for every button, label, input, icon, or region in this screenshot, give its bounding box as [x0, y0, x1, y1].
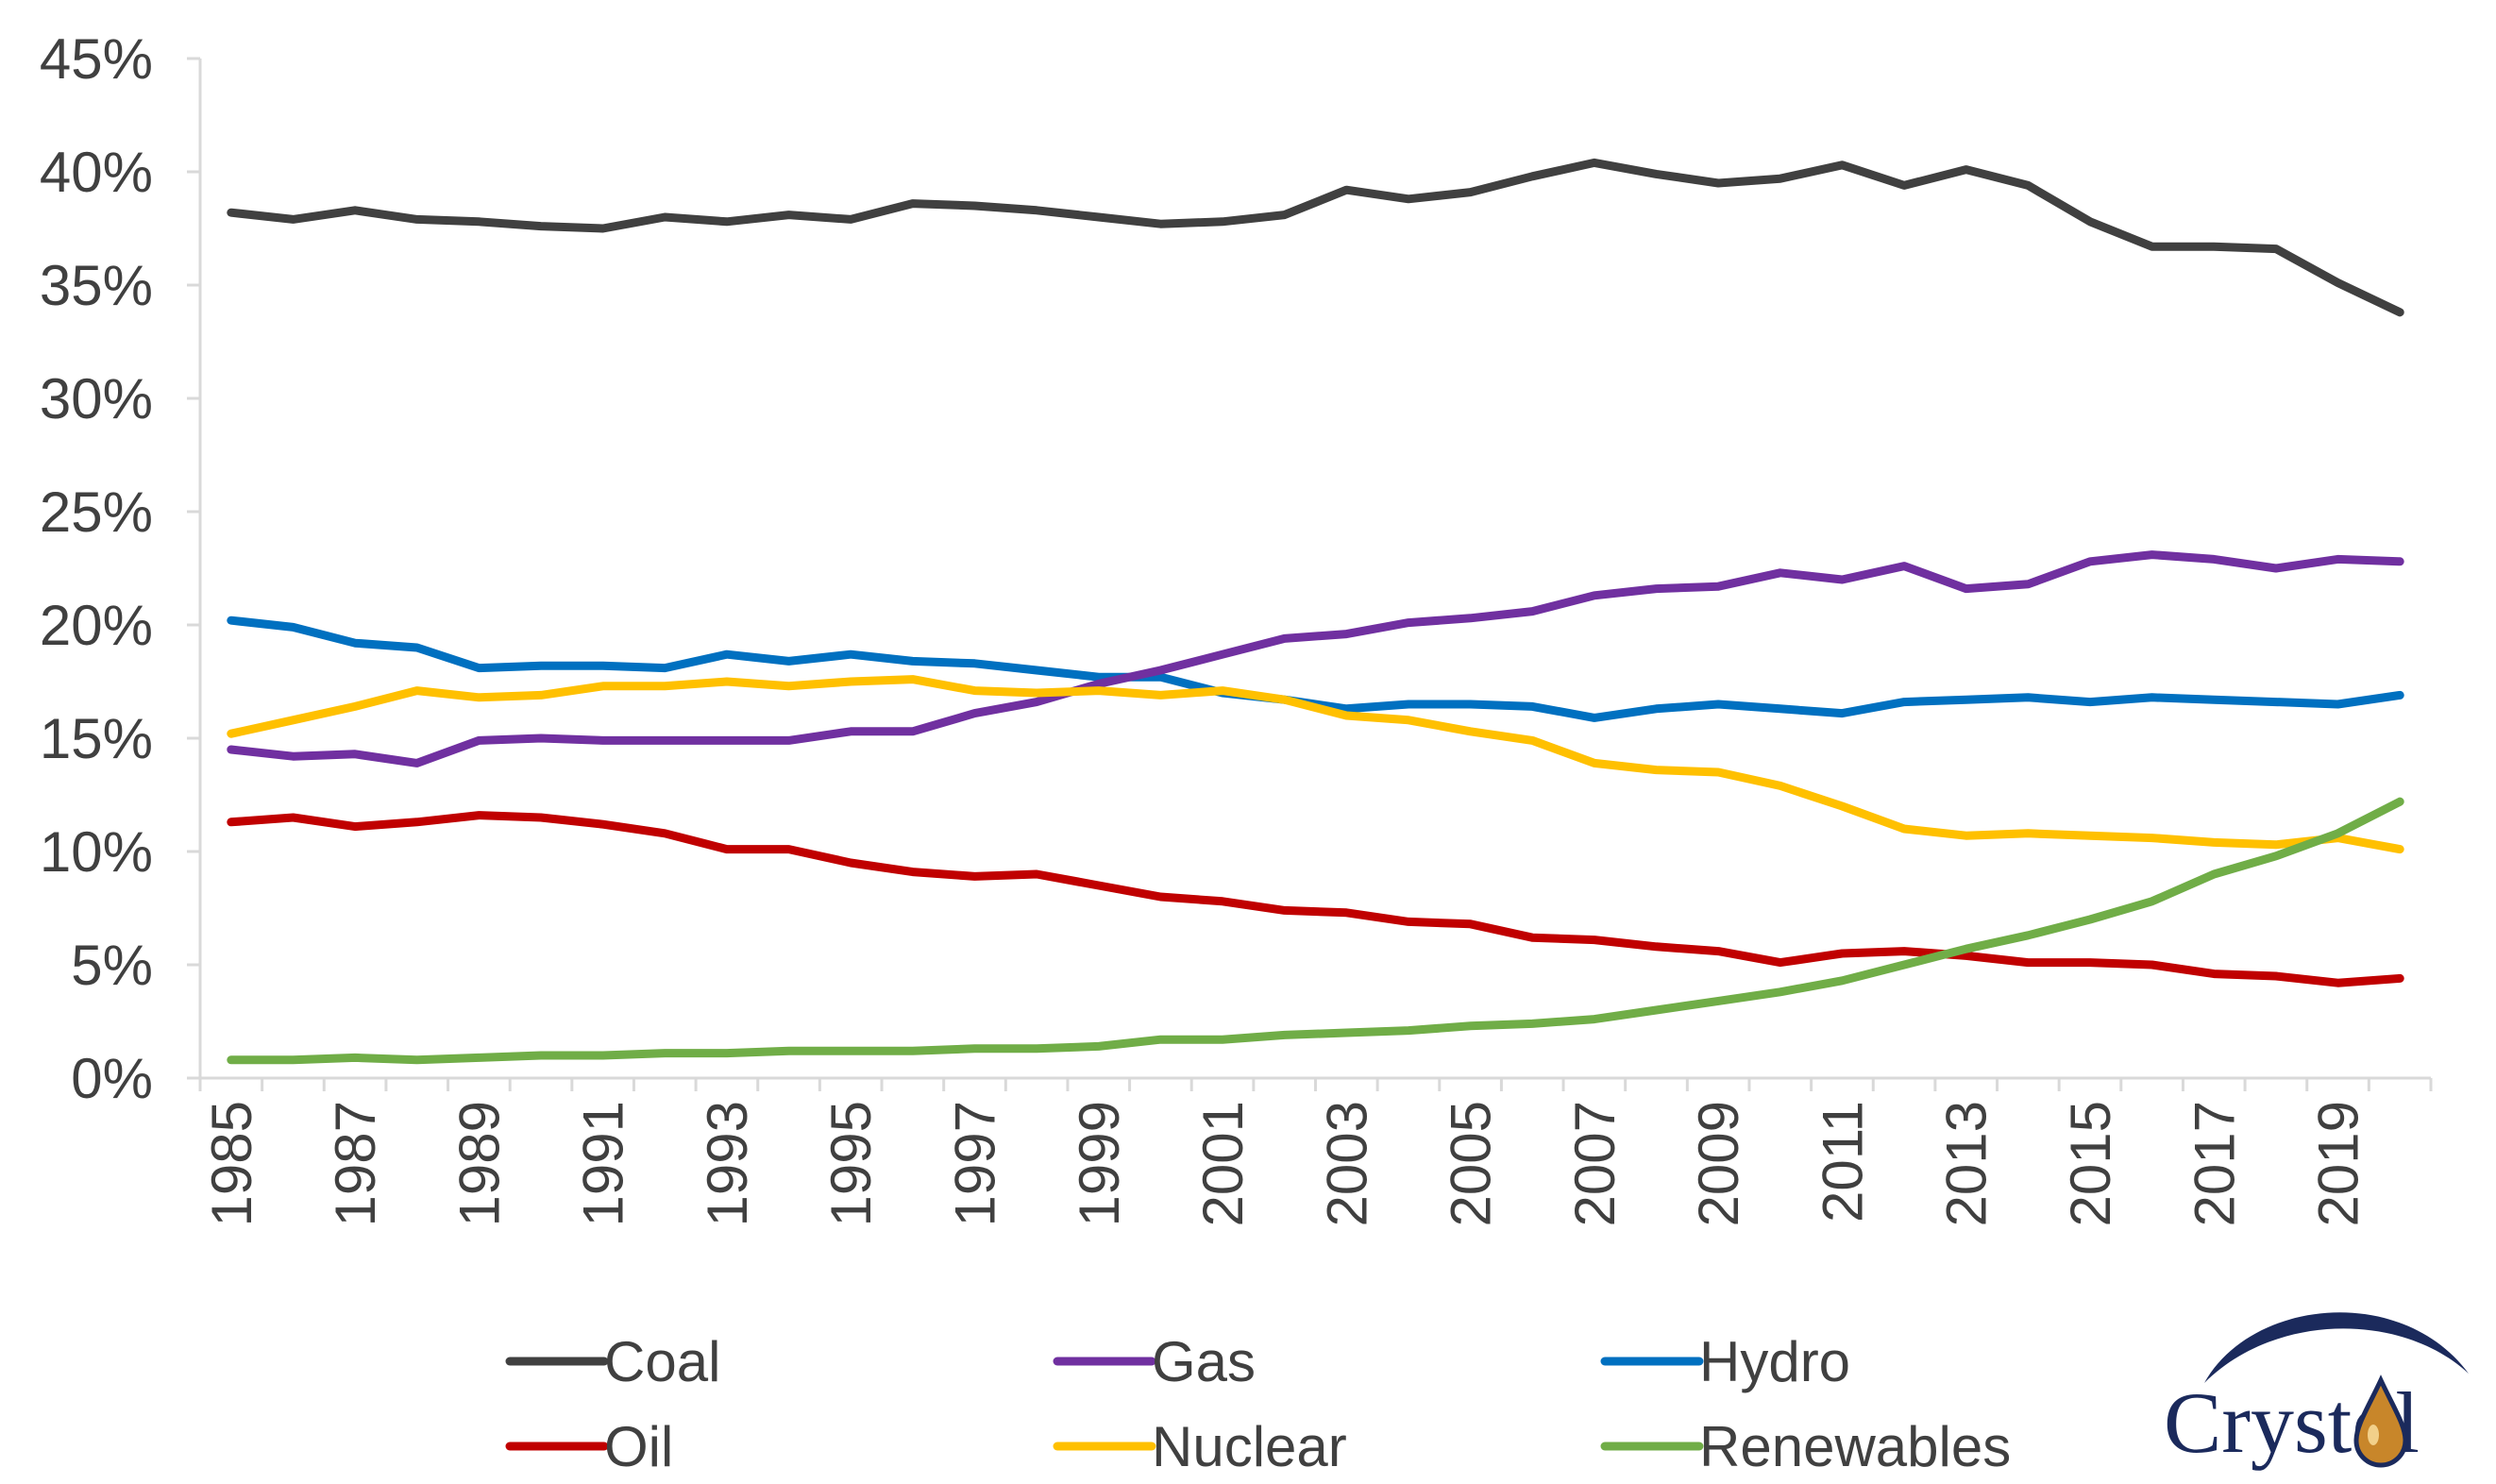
series-line-coal: [227, 158, 2404, 317]
x-tick-label: 2005: [1440, 1101, 1503, 1226]
x-tick-label: 2007: [1563, 1101, 1627, 1226]
x-tick-label: 1997: [943, 1101, 1006, 1226]
logo-swoosh: [2204, 1312, 2469, 1383]
legend-label-gas: Gas: [1152, 1330, 1256, 1393]
x-tick-label: 1989: [447, 1101, 511, 1226]
y-tick-label: 45%: [40, 27, 153, 91]
crystol-logo: Crystol: [2164, 1312, 2469, 1471]
series-line-nuclear: [227, 675, 2404, 854]
legend-label-coal: Coal: [604, 1330, 720, 1393]
series-line-gas: [227, 550, 2404, 767]
x-tick-label: 1995: [819, 1101, 883, 1226]
x-tick-label: 1987: [324, 1101, 387, 1226]
x-tick-label: 1999: [1068, 1101, 1131, 1226]
y-tick-label: 10%: [40, 820, 153, 884]
y-tick-label: 35%: [40, 254, 153, 317]
x-tick-label: 2003: [1315, 1101, 1378, 1226]
x-tick-label: 1985: [200, 1101, 263, 1226]
x-tick-label: 2017: [2183, 1101, 2246, 1226]
legend-label-renewables: Renewables: [1699, 1415, 2011, 1478]
x-tick-label: 2001: [1191, 1101, 1255, 1226]
oil-drop-logo-icon: [2353, 1374, 2408, 1468]
y-tick-label: 40%: [40, 141, 153, 204]
x-tick-label: 2009: [1687, 1101, 1750, 1226]
axes: 0% 5% 10% 15% 20% 25% 30% 35% 40% 45% 1985 1987 1989…: [40, 27, 2433, 1226]
legend-label-hydro: Hydro: [1699, 1330, 1850, 1393]
series-line-renewables: [227, 797, 2404, 1065]
y-tick-label: 15%: [40, 707, 153, 770]
y-tick-label: 30%: [40, 367, 153, 430]
y-tick-label: 5%: [71, 934, 153, 997]
x-tick-label: 2013: [1935, 1101, 1998, 1226]
x-tick-label: 1993: [696, 1101, 759, 1226]
x-tick-label: 2011: [1811, 1101, 1874, 1223]
x-tick-label: 2019: [2307, 1101, 2370, 1226]
y-tick-label: 20%: [40, 594, 153, 657]
legend: Coal Gas Hydro Oil Nuclear Renewables: [505, 1330, 2011, 1478]
x-tick-label: 1991: [572, 1101, 635, 1226]
y-tick-label: 25%: [40, 481, 153, 544]
legend-label-oil: Oil: [604, 1415, 673, 1478]
y-tick-label: 0%: [71, 1047, 153, 1110]
series-line-oil: [227, 811, 2404, 987]
legend-label-nuclear: Nuclear: [1152, 1415, 1347, 1478]
series-layer: [227, 158, 2404, 1065]
x-tick-label: 2015: [2059, 1101, 2122, 1226]
